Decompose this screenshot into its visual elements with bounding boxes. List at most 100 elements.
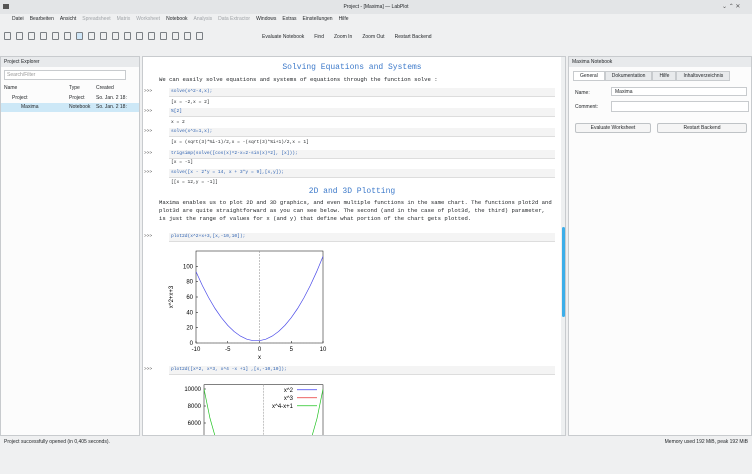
tool-icon[interactable] <box>52 32 59 40</box>
tool-icon[interactable] <box>124 32 131 40</box>
menu-item[interactable]: Extras <box>282 16 297 22</box>
heading: 2D and 3D Plotting <box>308 187 396 196</box>
name-field[interactable]: Maxima <box>611 87 747 96</box>
comment-field[interactable] <box>611 101 749 112</box>
tool-icon[interactable] <box>4 32 11 40</box>
cell-output: [[x = 12,y = -1]] <box>171 180 218 185</box>
tool-icon[interactable] <box>148 32 155 40</box>
tool-icon[interactable] <box>28 32 35 40</box>
y-tick-label: 40 <box>186 310 193 316</box>
cell-input[interactable]: solve([x - 2*y = 14, x + 3*y = 9],[x,y])… <box>171 170 285 175</box>
menu-item[interactable]: Analysis <box>193 16 213 22</box>
tab-bar: General Dokumentation Hilfe Inhaltsverzeich… <box>573 71 731 81</box>
menu-item[interactable]: Windows <box>256 16 277 22</box>
tool-icon[interactable] <box>88 32 95 40</box>
prompt: >>> <box>144 129 153 134</box>
tab[interactable]: Hilfe <box>652 71 677 81</box>
tree-cell[interactable]: So. Jan. 2 18: <box>96 95 127 101</box>
tree-cell[interactable]: Notebook <box>69 104 91 110</box>
cell-input[interactable]: plot2d([x^2, x^3, x^4 -x +1] ,[x,-10,10]… <box>171 367 287 372</box>
prompt: >>> <box>144 170 153 175</box>
selection <box>1 103 139 112</box>
tree-cell[interactable]: Project <box>69 95 85 101</box>
menu-item[interactable]: Hilfe <box>338 16 349 22</box>
cell-input[interactable]: solve(x^2-4,x); <box>171 89 213 94</box>
column-header: Name <box>4 85 18 91</box>
title-bar <box>0 0 752 14</box>
tool-icon[interactable] <box>112 32 119 40</box>
y-tick-label: 0 <box>190 341 194 347</box>
x-tick-label: 5 <box>290 347 294 353</box>
tool-icon[interactable] <box>160 32 167 40</box>
column-header: Created <box>96 85 114 91</box>
tool-icon[interactable] <box>76 32 83 40</box>
series-line <box>196 256 323 342</box>
tab[interactable]: Dokumentation <box>604 71 653 81</box>
window-title: Project - [Maxima] — LabPlot <box>343 4 409 10</box>
cell-input[interactable]: plot2d(x^2+x+3,[x,-10,10]); <box>171 234 246 239</box>
tab[interactable]: General <box>573 71 605 81</box>
search-field[interactable]: Search/Filter <box>4 70 126 80</box>
panel-title: Maxima Notebook <box>572 59 613 65</box>
tool-icon[interactable] <box>184 32 191 40</box>
tool-icon[interactable] <box>100 32 107 40</box>
input-row <box>169 233 555 242</box>
prompt: >>> <box>144 151 153 156</box>
window-controls[interactable]: ⌄ ⌃ ✕ <box>722 4 741 10</box>
menu-item[interactable]: Spreadsheet <box>82 16 111 22</box>
menu-item[interactable]: Einstellungen <box>302 16 333 22</box>
prompt: >>> <box>144 109 153 114</box>
tool-icon[interactable] <box>16 32 23 40</box>
status-text: Memory used 192 MiB, peak 192 MiB <box>664 439 748 445</box>
tree-cell[interactable]: So. Jan. 2 18: <box>96 104 127 110</box>
cell-input[interactable]: %[2] <box>171 109 183 114</box>
tool-icon[interactable] <box>136 32 143 40</box>
y-tick-label: 10000 <box>184 387 201 393</box>
prompt: >>> <box>144 367 153 372</box>
panel-title: Project Explorer <box>4 59 40 65</box>
x-tick-label: 0 <box>258 347 262 353</box>
notebook: Solving Equations and Systems We can eas… <box>142 56 566 436</box>
menu-item[interactable]: Bearbeiten <box>29 16 54 22</box>
paragraph: Maxima enables us to plot 2D and 3D grap… <box>159 199 552 222</box>
toolbar-button[interactable]: Evaluate Notebook <box>262 34 305 40</box>
menu-item[interactable]: Datei <box>12 16 24 22</box>
tool-icon[interactable] <box>196 32 203 40</box>
tool-icon[interactable] <box>64 32 71 40</box>
field-label: Comment: <box>575 104 599 110</box>
menu-item[interactable]: Ansicht <box>59 16 77 22</box>
legend-label: x^3 <box>284 396 294 402</box>
x-tick-label: -5 <box>225 347 231 353</box>
cell-output: x = 2 <box>171 120 185 125</box>
tool-icon[interactable] <box>40 32 47 40</box>
button[interactable]: Evaluate Worksheet <box>575 123 651 133</box>
toolbar-button[interactable]: Zoom Out <box>362 34 385 40</box>
input-row <box>169 88 555 97</box>
input-row <box>169 169 555 178</box>
scrollbar[interactable] <box>562 227 565 317</box>
intro-text: We can easily solve equations and system… <box>159 76 438 83</box>
tool-icon[interactable] <box>172 32 179 40</box>
menu-item[interactable]: Worksheet <box>136 16 161 22</box>
menu-item[interactable]: Matrix <box>116 16 131 22</box>
project-explorer: Project Explorer Search/Filter Name Type C… <box>0 56 140 436</box>
cell-output: [x = -2,x = 2] <box>171 100 210 105</box>
y-tick-label: 60 <box>186 295 193 301</box>
status-text: Project successfully opened (in 0,405 se… <box>4 439 110 445</box>
button[interactable]: Restart Backend <box>657 123 747 133</box>
legend-label: x^4-x+1 <box>272 404 294 410</box>
toolbar: Evaluate Notebook Find Zoom In Zoom Out Rest… <box>262 34 432 40</box>
cell-input[interactable]: solve(x^3=1,x); <box>171 129 213 134</box>
menu-item[interactable]: Data Extractor <box>218 16 251 22</box>
toolbar-button[interactable]: Restart Backend <box>394 34 432 40</box>
menu-item[interactable]: Notebook <box>166 16 188 22</box>
tab[interactable]: Inhaltsverzeichnis <box>676 71 731 81</box>
tree-cell[interactable]: Project <box>12 95 28 101</box>
toolbar-button[interactable]: Zoom In <box>334 34 353 40</box>
tree-cell[interactable]: Maxima <box>21 104 39 110</box>
plot: 0200040006000800010000x^2x^3x^4-x+1 <box>184 384 324 435</box>
cell-input[interactable]: trigsimp(solve([cos(x)^2-x=2-sin(x)^2], … <box>171 151 298 156</box>
heading: Solving Equations and Systems <box>282 63 422 72</box>
toolbar-button[interactable]: Find <box>314 34 324 40</box>
